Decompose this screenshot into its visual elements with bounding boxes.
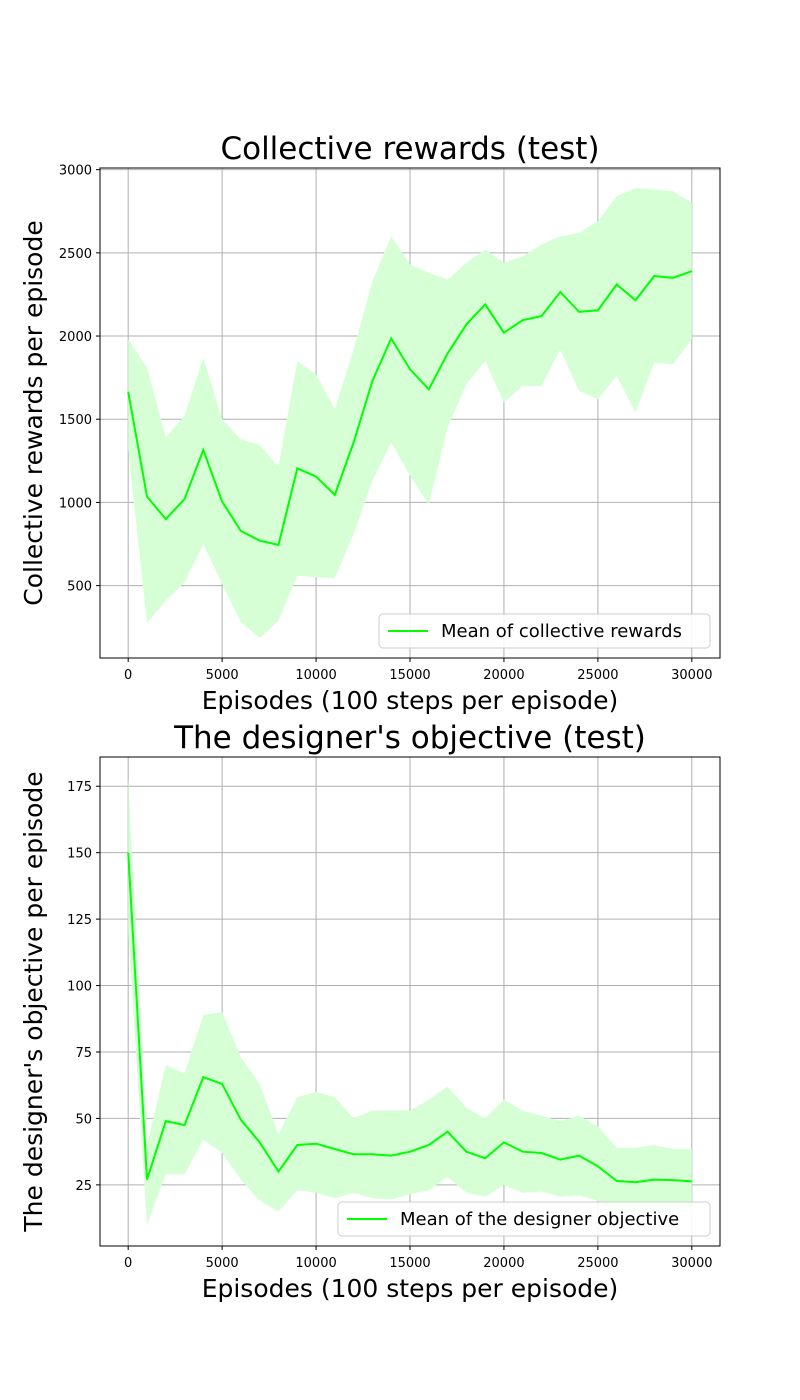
y-tick-label: 125	[67, 913, 92, 928]
y-tick-label: 1500	[59, 413, 92, 428]
x-tick-label: 20000	[483, 1256, 524, 1271]
x-axis-label: Episodes (100 steps per episode)	[202, 1274, 619, 1303]
y-tick-label: 75	[75, 1046, 92, 1061]
x-tick-label: 25000	[577, 1256, 618, 1271]
confidence-band	[128, 778, 692, 1225]
x-tick-label: 25000	[577, 668, 618, 683]
x-tick-label: 5000	[206, 668, 239, 683]
legend: Mean of the designer objective	[337, 1201, 711, 1237]
y-tick-label: 2000	[59, 330, 92, 345]
legend-box	[378, 613, 711, 649]
y-tick-label: 2500	[59, 247, 92, 262]
x-tick-label: 30000	[671, 1256, 712, 1271]
x-tick-label: 10000	[295, 668, 336, 683]
chart-title: The designer's objective (test)	[173, 720, 646, 756]
legend-box	[337, 1201, 711, 1237]
x-tick-label: 15000	[389, 668, 430, 683]
chart-2: 0 5000 10000 15000 20000 25000 30000 25 50 75 100 1…	[19, 720, 721, 1303]
y-tick-label: 175	[67, 780, 92, 795]
y-tick-label: 3000	[59, 164, 92, 179]
y-tick-label: 100	[67, 980, 92, 995]
series-line	[127, 270, 693, 547]
y-axis-label: The designer's objective per episode	[19, 771, 48, 1232]
y-tick-label: 25	[75, 1179, 92, 1194]
x-tick-label: 5000	[206, 1256, 239, 1271]
legend: Mean of collective rewards	[378, 613, 711, 649]
confidence-band	[128, 188, 692, 638]
chart-1: 0 5000 10000 15000 20000 25000 30000 500 1000 150…	[19, 131, 721, 715]
y-tick-label: 150	[67, 847, 92, 862]
legend-label: Mean of collective rewards	[441, 621, 682, 642]
legend-label: Mean of the designer objective	[400, 1209, 679, 1230]
series-line	[127, 852, 692, 1184]
chart-title: Collective rewards (test)	[220, 131, 599, 167]
x-tick-label: 30000	[671, 668, 712, 683]
x-tick-label: 15000	[389, 1256, 430, 1271]
y-tick-label: 500	[67, 580, 92, 595]
x-axis-label: Episodes (100 steps per episode)	[202, 686, 619, 715]
y-tick-label: 50	[75, 1112, 92, 1127]
x-tick-label: 20000	[483, 668, 524, 683]
y-tick-label: 1000	[59, 496, 92, 511]
y-axis-label: Collective rewards per episode	[19, 220, 48, 605]
x-tick-label: 0	[124, 1256, 132, 1271]
x-tick-label: 0	[124, 668, 132, 683]
x-tick-label: 10000	[295, 1256, 336, 1271]
